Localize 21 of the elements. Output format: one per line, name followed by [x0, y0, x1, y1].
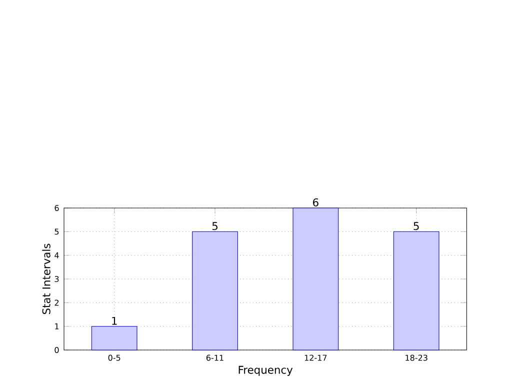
data-label: 6	[313, 198, 318, 206]
data-label: 5	[414, 222, 419, 230]
x-tick-label: 12-17	[304, 354, 327, 361]
bar	[192, 231, 238, 350]
y-tick-label: 2	[54, 300, 58, 306]
y-tick-label: 3	[54, 276, 59, 282]
y-tick-label: 6	[54, 204, 59, 212]
y-axis-title: Stat Intervals	[42, 244, 50, 314]
x-tick-label: 6-11	[206, 354, 224, 361]
x-axis-title: Frequency	[238, 366, 293, 376]
y-tick-label: 0	[54, 346, 59, 354]
bar	[91, 326, 138, 350]
bar	[393, 231, 440, 350]
y-tick-label: 1	[55, 323, 59, 330]
data-label: 1	[112, 316, 117, 325]
y-tick-label: 4	[54, 252, 59, 258]
y-tick-label: 5	[54, 228, 59, 235]
x-tick-label: 18-23	[406, 354, 428, 361]
data-label: 5	[212, 222, 218, 230]
x-tick-label: 0-5	[108, 354, 120, 361]
bar	[292, 208, 339, 350]
